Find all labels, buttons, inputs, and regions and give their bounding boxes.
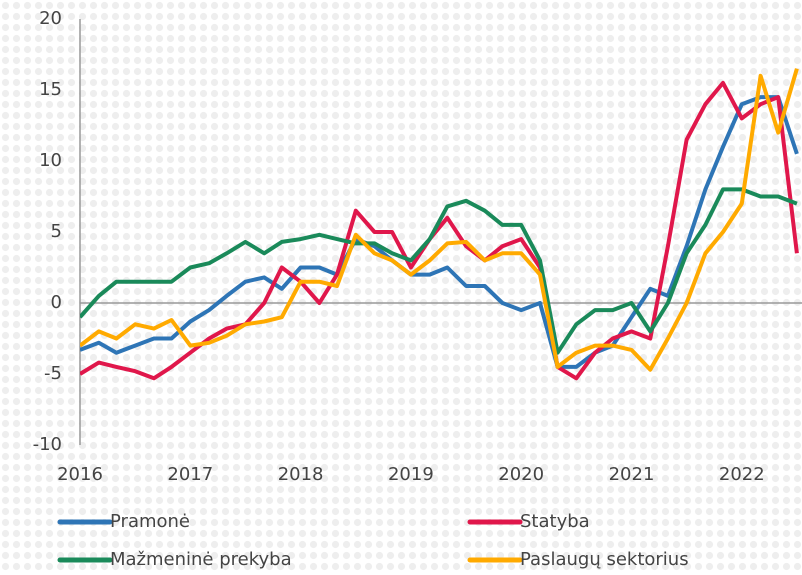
y-tick-label: -10 bbox=[33, 434, 62, 455]
legend-label: Mažmeninė prekyba bbox=[110, 549, 292, 570]
x-tick-label: 2020 bbox=[498, 464, 544, 485]
y-tick-label: 15 bbox=[39, 79, 62, 100]
legend-label: Pramonė bbox=[110, 511, 190, 532]
legend-label: Paslaugų sektorius bbox=[520, 549, 689, 570]
series-line bbox=[80, 68, 799, 372]
y-tick-label: 0 bbox=[51, 292, 62, 313]
x-tick-label: 2016 bbox=[57, 464, 103, 485]
series-line bbox=[80, 187, 798, 355]
x-tick-label: 2018 bbox=[278, 464, 324, 485]
y-tick-label: 10 bbox=[39, 150, 62, 171]
y-tick-label: 20 bbox=[39, 8, 62, 29]
series-line bbox=[80, 95, 799, 369]
x-tick-label: 2019 bbox=[388, 464, 434, 485]
x-tick-label: 2021 bbox=[609, 464, 655, 485]
legend-label: Statyba bbox=[520, 511, 590, 532]
y-tick-label: 5 bbox=[51, 221, 62, 242]
x-tick-label: 2017 bbox=[167, 464, 213, 485]
plot-lines bbox=[80, 68, 799, 381]
x-tick-label: 2022 bbox=[719, 464, 765, 485]
y-tick-label: -5 bbox=[44, 363, 62, 384]
